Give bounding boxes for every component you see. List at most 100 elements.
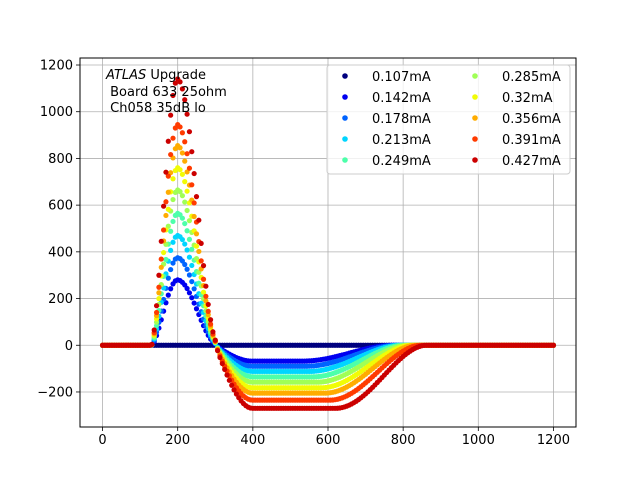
data-point [182, 220, 188, 227]
data-point [177, 189, 183, 195]
data-point [168, 112, 174, 118]
data-point [184, 188, 190, 194]
data-point [177, 124, 183, 130]
data-point [186, 254, 193, 260]
annotation-atlas-text: ATLAS [105, 68, 146, 83]
data-point [158, 256, 164, 262]
legend-label: 0.285mA [502, 70, 561, 85]
data-point [219, 360, 225, 367]
data-point [184, 247, 190, 253]
data-point [161, 249, 167, 256]
data-point [170, 92, 176, 99]
legend-label: 0.427mA [502, 154, 561, 169]
data-point [198, 258, 204, 264]
legend-marker [472, 115, 478, 121]
data-point [151, 327, 157, 333]
data-point [165, 275, 171, 281]
data-point [186, 218, 193, 224]
annotation-upgrade-text: Upgrade [146, 68, 206, 83]
data-point [184, 228, 190, 234]
y-axis-ticks: −200 0 200 400 600 800 1000 1200 [37, 59, 80, 400]
x-tick-label: 200 [165, 433, 190, 448]
data-point [163, 169, 169, 175]
data-point [222, 366, 228, 372]
data-point [184, 266, 190, 272]
x-tick-label: 600 [316, 433, 341, 448]
legend-marker [342, 115, 348, 121]
data-point [184, 151, 190, 157]
data-point [186, 129, 193, 135]
legend-label: 0.32mA [502, 91, 553, 106]
annotation-line-2: Board 633 25ohm [106, 85, 227, 100]
y-tick-label: 0 [65, 339, 73, 354]
y-tick-label: 200 [48, 292, 73, 307]
data-point [156, 296, 162, 302]
data-point [184, 207, 190, 214]
data-point [205, 308, 211, 314]
data-point [193, 231, 200, 237]
data-point [182, 158, 188, 164]
data-point [191, 200, 197, 206]
y-tick-label: 600 [48, 199, 73, 214]
data-point [149, 341, 155, 347]
data-point [217, 354, 223, 361]
data-point [196, 217, 202, 223]
legend-marker [342, 157, 348, 163]
data-point [189, 295, 195, 301]
data-point [189, 182, 195, 188]
data-point [198, 240, 204, 247]
legend: 0.107mA 0.142mA 0.178mA 0.213mA 0.249mA 0.285… [326, 64, 571, 175]
data-point [179, 215, 185, 221]
data-point [229, 382, 235, 388]
data-point [191, 213, 197, 220]
data-point [189, 246, 195, 252]
legend-label: 0.391mA [502, 133, 561, 148]
x-tick-label: 1200 [537, 433, 570, 448]
data-point [186, 165, 193, 171]
data-point [191, 300, 197, 306]
legend-marker [472, 136, 478, 142]
data-point [165, 206, 171, 212]
data-point [168, 228, 174, 234]
data-point [172, 80, 178, 86]
data-point [170, 196, 176, 203]
data-point [163, 212, 169, 219]
data-point [161, 227, 167, 233]
data-point [189, 262, 195, 269]
data-point [179, 236, 185, 243]
data-point [179, 86, 185, 92]
data-point [186, 290, 193, 296]
data-point [207, 317, 214, 323]
data-point [168, 247, 174, 254]
data-point [182, 261, 188, 268]
y-tick-label: −200 [37, 385, 73, 400]
data-point [215, 348, 221, 354]
data-point [177, 145, 183, 151]
data-point [186, 272, 193, 278]
data-point [165, 138, 171, 144]
data-point [158, 238, 164, 244]
data-point [189, 278, 195, 285]
y-tick-label: 1200 [40, 59, 73, 74]
annotation-line-1: ATLAS Upgrade [105, 68, 206, 83]
data-point [550, 342, 557, 348]
data-point [182, 199, 188, 205]
data-point [193, 306, 200, 312]
data-point [179, 193, 185, 199]
x-tick-label: 1000 [462, 433, 495, 448]
data-point [170, 135, 176, 141]
data-point [193, 243, 200, 249]
data-point [226, 377, 232, 383]
data-point [200, 289, 207, 295]
data-point [210, 329, 216, 335]
legend-marker [472, 73, 478, 79]
data-point [184, 169, 190, 175]
x-tick-label: 800 [391, 433, 416, 448]
data-point [179, 130, 185, 136]
y-tick-label: 800 [48, 152, 73, 167]
data-point [184, 111, 190, 117]
y-tick-label: 400 [48, 245, 73, 260]
data-point [182, 241, 188, 247]
legend-marker [342, 136, 348, 142]
data-point [182, 139, 188, 145]
